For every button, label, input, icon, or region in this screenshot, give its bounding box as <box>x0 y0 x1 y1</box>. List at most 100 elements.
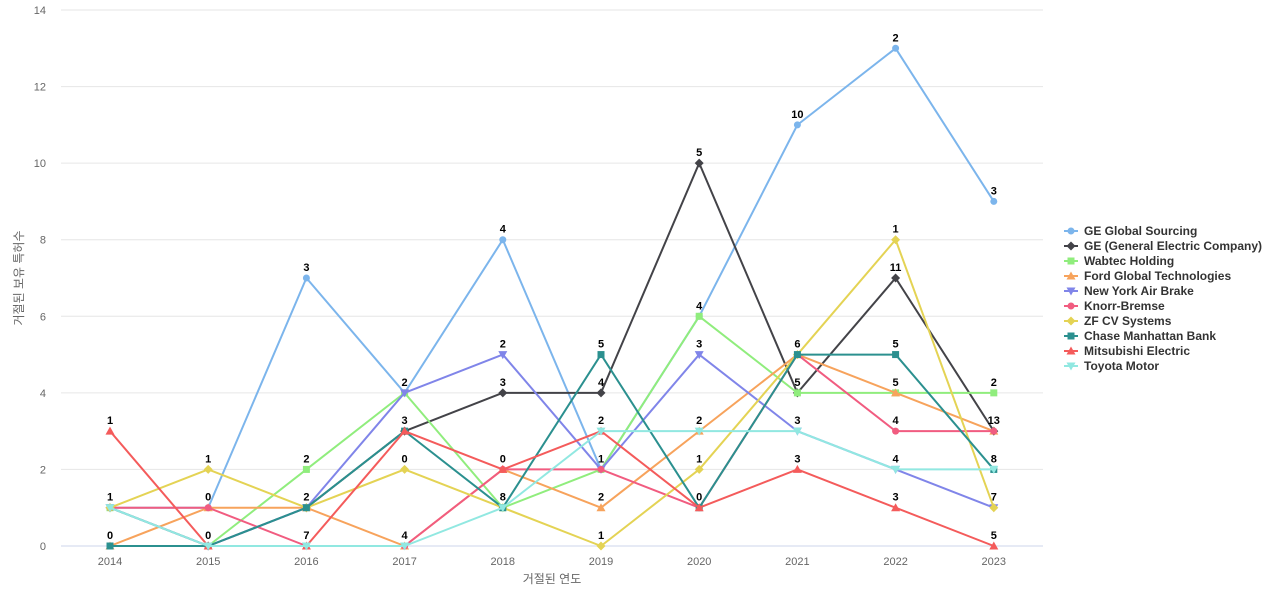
data-point <box>203 542 213 551</box>
data-point <box>891 465 901 474</box>
data-label: 2 <box>500 339 506 351</box>
data-point <box>792 464 802 473</box>
data-label: 5 <box>991 530 997 542</box>
y-tick-label: 2 <box>40 464 46 476</box>
legend-item: Ford Global Technologies <box>1064 269 1231 283</box>
data-label: 3 <box>991 185 997 197</box>
data-label: 3 <box>794 453 800 465</box>
legend-item: Knorr-Bremse <box>1064 299 1165 313</box>
data-point <box>400 464 410 474</box>
data-point <box>596 388 606 398</box>
data-label: 11 <box>890 262 902 274</box>
legend-label: New York Air Brake <box>1084 284 1194 298</box>
data-label: 4 <box>500 224 507 236</box>
y-tick-label: 10 <box>34 158 46 170</box>
legend-item: Mitsubishi Electric <box>1064 344 1190 358</box>
data-label: 3 <box>893 492 899 504</box>
data-label: 3 <box>696 339 702 351</box>
data-point <box>498 464 508 473</box>
y-tick-label: 6 <box>40 311 46 323</box>
data-label: 5 <box>696 147 702 159</box>
data-point <box>1066 346 1076 355</box>
x-tick-label: 2020 <box>687 556 711 568</box>
data-label: 5 <box>598 339 604 351</box>
data-point <box>1067 227 1075 235</box>
data-point <box>498 351 508 360</box>
series-line <box>109 430 995 547</box>
data-label: 0 <box>205 530 211 542</box>
data-point <box>302 274 310 282</box>
series-line <box>109 353 995 547</box>
legend-item: GE (General Electric Company) <box>1064 239 1262 253</box>
data-label: 5 <box>893 377 899 389</box>
data-point <box>989 541 999 550</box>
data-point <box>990 197 998 205</box>
data-point <box>597 465 605 473</box>
data-point <box>891 388 901 397</box>
data-label: 7 <box>303 530 309 542</box>
legend-label: Chase Manhattan Bank <box>1084 329 1216 343</box>
series-line <box>109 238 995 547</box>
data-label: 2 <box>893 32 899 44</box>
x-tick-label: 2018 <box>491 556 515 568</box>
data-label: 8 <box>500 492 506 504</box>
data-label: 2 <box>303 492 309 504</box>
data-label: 0 <box>107 530 113 542</box>
data-label: 5 <box>893 339 899 351</box>
data-label: 2 <box>598 492 604 504</box>
legend-item: Chase Manhattan Bank <box>1064 329 1216 343</box>
data-label: 4 <box>402 530 409 542</box>
data-point <box>694 158 704 168</box>
data-label: 5 <box>794 377 800 389</box>
data-point <box>1066 241 1076 251</box>
data-point <box>694 351 704 360</box>
series-lines <box>105 44 999 551</box>
data-point <box>498 388 508 398</box>
data-point <box>596 503 606 512</box>
data-label: 1 <box>205 453 211 465</box>
data-point <box>892 427 900 435</box>
series-group <box>105 427 999 551</box>
y-axis-title: 거절된 보유 특허수 <box>12 231 26 326</box>
data-label: 1 <box>696 453 702 465</box>
data-label: 4 <box>696 300 703 312</box>
data-label: 6 <box>794 339 800 351</box>
legend-label: Mitsubishi Electric <box>1084 344 1190 358</box>
data-point <box>990 427 998 435</box>
data-point <box>1067 332 1075 340</box>
data-point <box>498 504 508 513</box>
data-point <box>990 389 998 397</box>
x-axis-title: 거절된 연도 <box>523 572 582 586</box>
data-label: 2 <box>696 415 702 427</box>
data-label: 0 <box>402 453 408 465</box>
data-label: 1 <box>893 224 899 236</box>
legend-label: GE Global Sourcing <box>1084 224 1197 238</box>
data-point <box>400 426 410 435</box>
x-tick-label: 2015 <box>196 556 220 568</box>
data-point <box>400 389 410 398</box>
x-tick-label: 2019 <box>589 556 613 568</box>
data-label: 1 <box>598 453 604 465</box>
data-point <box>106 542 114 550</box>
data-point <box>597 351 605 359</box>
data-point <box>301 542 311 551</box>
legend-item: Wabtec Holding <box>1064 254 1174 268</box>
data-point <box>203 464 213 474</box>
data-label: 7 <box>991 492 997 504</box>
data-point <box>499 236 507 244</box>
data-label: 3 <box>794 415 800 427</box>
data-point <box>302 465 310 473</box>
x-tick-label: 2014 <box>98 556 122 568</box>
data-label: 0 <box>696 492 702 504</box>
data-label: 4 <box>893 415 900 427</box>
data-label: 4 <box>893 453 900 465</box>
legend-item: GE Global Sourcing <box>1064 224 1197 238</box>
x-tick-label: 2022 <box>883 556 907 568</box>
y-tick-label: 14 <box>34 5 46 17</box>
data-point <box>1067 257 1075 265</box>
data-label: 3 <box>500 377 506 389</box>
data-label: 1 <box>107 415 113 427</box>
